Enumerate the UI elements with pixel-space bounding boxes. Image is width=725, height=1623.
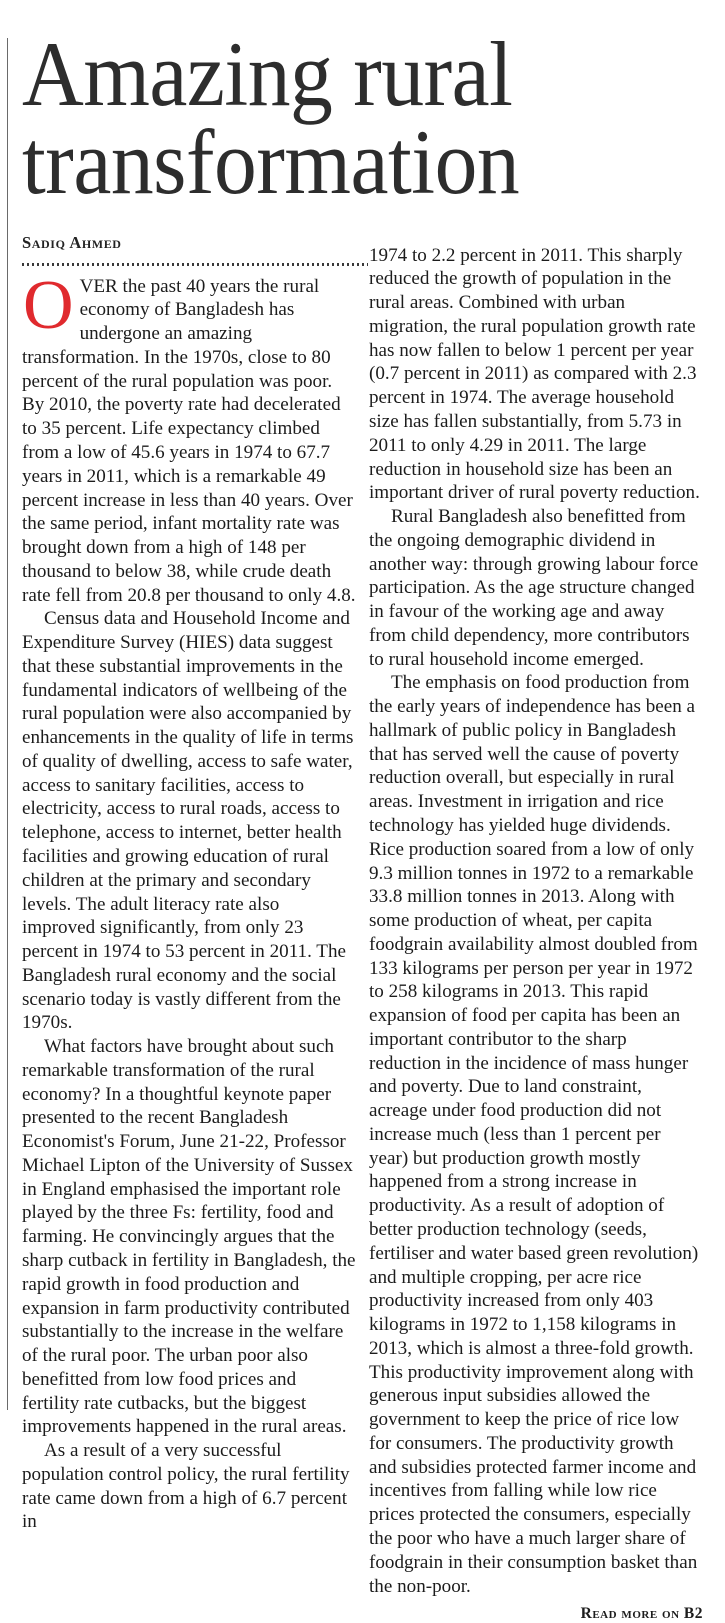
paragraph-l2: Census data and Household Income and Exp… <box>22 608 354 1034</box>
left-vertical-rule <box>7 38 8 1410</box>
paragraph-l1: O VER the past 40 years the rural economy… <box>22 266 356 608</box>
paragraph-l3: What factors have brought about such rem… <box>22 1036 356 1438</box>
paragraph-r2: Rural Bangladesh also benefitted from th… <box>369 506 699 670</box>
byline-author: Sadiq Ahmed <box>22 232 122 252</box>
headline-line-1: Amazing rural <box>22 23 513 125</box>
paragraph-l1-text: VER the past 40 years the rural economy … <box>22 275 356 606</box>
article-page: Amazing rural transformation Sadiq Ahmed… <box>22 0 703 1622</box>
article-column-right: 1974 to 2.2 percent in 2011. This sharpl… <box>369 244 703 1623</box>
dotted-divider <box>22 262 368 266</box>
article-columns: O VER the past 40 years the rural economy… <box>22 245 703 1623</box>
headline-line-2: transformation <box>22 111 520 214</box>
paragraph-l4: As a result of a very successful populat… <box>22 1440 350 1533</box>
paragraph-r1: 1974 to 2.2 percent in 2011. This sharpl… <box>369 244 700 504</box>
article-column-left: O VER the past 40 years the rural economy… <box>22 266 356 1535</box>
read-more-link[interactable]: Read more on B2 <box>580 1605 703 1623</box>
paragraph-r3: The emphasis on food production from the… <box>369 672 699 1597</box>
drop-cap: O <box>23 266 74 344</box>
page-title: Amazing rural transformation <box>22 0 655 214</box>
